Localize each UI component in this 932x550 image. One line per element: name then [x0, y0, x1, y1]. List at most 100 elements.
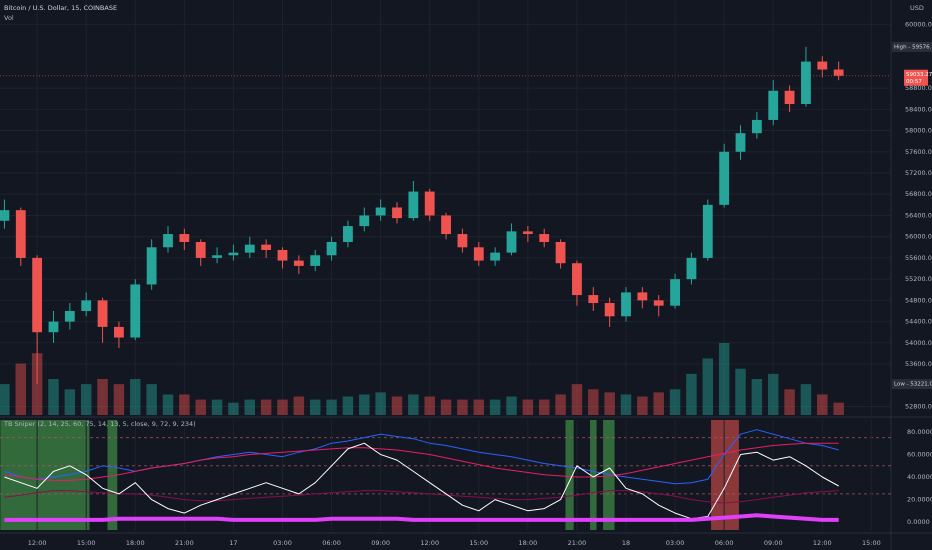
candle-body: [293, 260, 304, 266]
candle-body: [228, 252, 239, 256]
countdown: 00:57: [906, 79, 922, 85]
candle-body: [621, 292, 631, 317]
candle-body: [637, 292, 648, 301]
y-tick-label: 40.0000: [907, 473, 932, 481]
candle-body: [310, 255, 321, 266]
candle-body: [15, 210, 26, 258]
volume-bar: [800, 384, 812, 415]
candle-body: [261, 244, 272, 250]
volume-bar: [195, 399, 206, 415]
candle-body: [408, 191, 419, 219]
candle-body: [244, 244, 255, 253]
price-badge: [904, 69, 928, 86]
candle-body: [32, 257, 43, 333]
volume-bar: [538, 399, 550, 415]
currency-label: USD: [910, 4, 924, 12]
volume-bar: [244, 399, 256, 415]
candle-body: [81, 300, 92, 311]
volume-bar: [375, 392, 386, 415]
volume-bar: [604, 392, 615, 415]
volume-bar: [506, 396, 517, 415]
y-tick-label: 55600.00: [905, 254, 932, 262]
x-tick-label: 12:00: [28, 539, 47, 547]
candle-body: [359, 215, 370, 227]
candle-body: [146, 247, 157, 285]
volume-bar: [653, 392, 664, 415]
y-tick-label: 60.0000: [907, 450, 932, 458]
low-label: Low - 53221.00: [894, 382, 932, 388]
volume-bar: [571, 384, 583, 415]
volume-bar: [784, 389, 795, 415]
low-badge: [892, 379, 932, 390]
chart-title: Bitcoin / U.S. Dollar, 15, COINBASE: [4, 4, 117, 12]
volume-bar: [555, 394, 566, 415]
x-tick-label: 06:00: [715, 539, 734, 547]
high-label: High - 59576.18: [894, 44, 932, 50]
y-tick-label: 54800.00: [905, 296, 932, 304]
volume-bar: [718, 343, 730, 415]
candle-body: [817, 61, 828, 70]
candle-body: [195, 241, 206, 258]
y-tick-label: 0.0000: [907, 518, 930, 526]
volume-bar: [669, 389, 681, 415]
volume-bar: [130, 379, 141, 415]
x-tick-label: 18:00: [126, 539, 145, 547]
candle-body: [702, 204, 713, 258]
volume-bar: [113, 384, 125, 415]
volume-bar: [342, 396, 354, 415]
candle-body: [375, 207, 386, 216]
candle-body: [179, 234, 190, 242]
y-tick-label: 54000.00: [905, 339, 932, 347]
volume-bar: [735, 368, 746, 415]
volume-bar: [637, 396, 648, 415]
indicator-line: [4, 442, 839, 481]
volume-bar: [326, 399, 337, 415]
candle-body: [473, 247, 484, 261]
grid-layer: [0, 0, 891, 530]
volume-bar: [686, 373, 697, 415]
volume-bar: [473, 399, 485, 415]
volume-bar: [440, 399, 452, 415]
y-tick-label: 56400.00: [905, 211, 932, 219]
candle-body: [506, 231, 517, 253]
candle-body: [604, 303, 615, 317]
x-tick-label: 15:00: [469, 539, 488, 547]
volume-bar: [408, 394, 419, 415]
indicator-line: [4, 490, 839, 504]
y-tick-label: 57600.00: [905, 148, 932, 156]
candle-body: [490, 252, 501, 261]
x-tick-label: 09:00: [764, 539, 783, 547]
volume-bar: [162, 394, 174, 415]
y-tick-label: 56000.00: [905, 233, 932, 241]
volume-bar: [179, 394, 190, 415]
volume-bar: [260, 399, 272, 415]
y-tick-label: 58400.00: [905, 105, 932, 113]
volume-bar: [15, 363, 27, 415]
volume-bar: [146, 384, 157, 415]
candle-body: [539, 234, 550, 242]
highlight-zone: [590, 420, 597, 530]
candle-body: [588, 295, 599, 304]
candle-body: [64, 310, 75, 322]
candle-body: [735, 133, 746, 152]
candle-body: [424, 191, 435, 216]
volume-bar: [80, 384, 92, 415]
indicator-line: [4, 513, 839, 522]
volume-bar: [391, 396, 403, 415]
candle-body: [670, 279, 680, 306]
candle-body: [130, 284, 141, 338]
volume-bar: [489, 399, 501, 415]
x-tick-label: 03:00: [273, 539, 292, 547]
x-tick-label: 21:00: [568, 539, 587, 547]
background-layer: [0, 420, 739, 530]
volume-bar: [359, 394, 370, 415]
volume-bar: [48, 379, 59, 415]
candle-body: [277, 249, 288, 261]
y-tick-label: 60000.00: [905, 20, 932, 28]
x-tick-label: 17: [229, 539, 237, 547]
highlight-zone: [711, 420, 739, 530]
volume-bar: [457, 399, 468, 415]
